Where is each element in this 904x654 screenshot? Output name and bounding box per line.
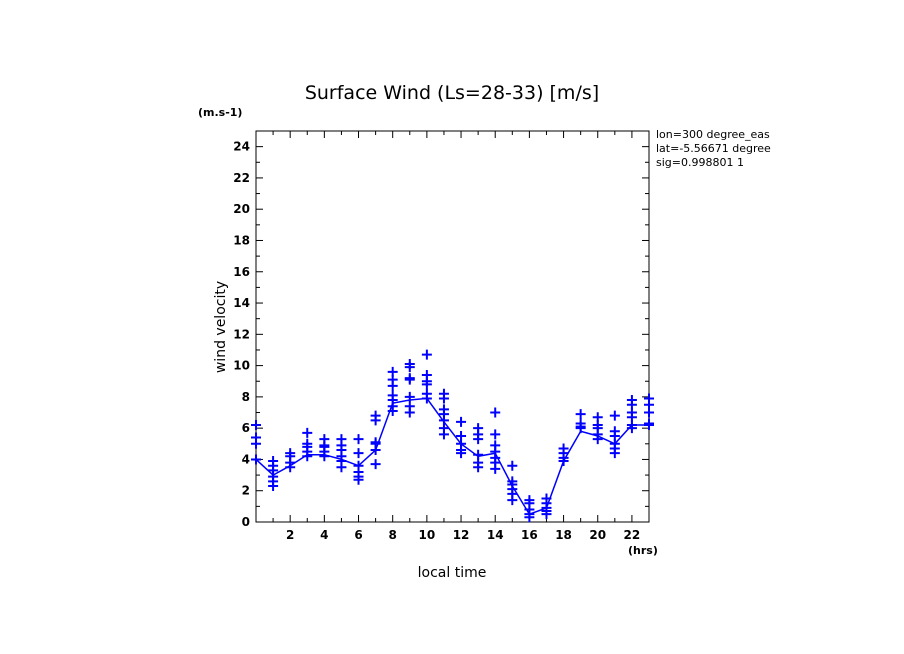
data-point-marker [421, 393, 432, 404]
y-tick-label: 8 [242, 390, 250, 404]
data-point-marker [404, 374, 415, 385]
annotation-block: lon=300 degree_eas lat=-5.56671 degree s… [656, 128, 771, 169]
y-tick-label: 6 [242, 421, 250, 435]
data-point-marker [473, 434, 484, 445]
data-point-marker [404, 391, 415, 402]
x-tick-label: 10 [419, 528, 436, 542]
data-point-marker [438, 393, 449, 404]
data-point-marker [644, 407, 654, 418]
data-point-marker [438, 429, 449, 440]
data-point-marker [575, 409, 586, 420]
data-point-marker [370, 459, 381, 470]
x-tick-label: 4 [320, 528, 328, 542]
x-tick-label: 8 [389, 528, 397, 542]
y-tick-label: 16 [233, 265, 250, 279]
y-tick-label: 10 [233, 359, 250, 373]
data-point-marker [319, 451, 330, 462]
data-point-marker [490, 407, 501, 418]
x-tick-label: 14 [487, 528, 504, 542]
annotation-lon: lon=300 degree_eas [656, 128, 770, 141]
y-axis-label: wind velocity [213, 281, 229, 373]
data-point-marker [558, 456, 569, 467]
y-tick-label: 22 [233, 171, 250, 185]
data-point-marker [592, 434, 603, 445]
data-point-marker [285, 462, 296, 473]
data-point-marker [370, 415, 381, 426]
data-point-marker [302, 427, 313, 438]
data-point-marker [404, 362, 415, 373]
data-point-marker [575, 423, 586, 434]
y-tick-label: 0 [242, 515, 250, 529]
data-point-marker [524, 512, 535, 523]
data-point-marker [507, 495, 518, 506]
x-tick-label: 18 [555, 528, 572, 542]
annotation-sig: sig=0.998801 1 [656, 156, 744, 169]
y-tick-label: 14 [233, 296, 250, 310]
data-point-marker [387, 380, 398, 391]
data-point-marker [353, 448, 364, 459]
data-point-marker [456, 416, 467, 427]
data-point-marker [251, 454, 261, 465]
data-point-marker [626, 423, 637, 434]
data-point-marker [609, 410, 620, 421]
plot-frame [255, 130, 650, 523]
data-point-marker [387, 405, 398, 416]
data-point-marker [541, 509, 552, 520]
data-point-marker [251, 420, 261, 431]
y-tick-label: 24 [233, 140, 250, 154]
data-point-marker [507, 460, 518, 471]
data-point-marker [490, 463, 501, 474]
y-tick-label: 2 [242, 484, 250, 498]
x-unit-label: (hrs) [628, 544, 658, 557]
x-axis-label: local time [418, 565, 487, 581]
x-tick-label: 6 [354, 528, 362, 542]
data-point-marker [456, 448, 467, 459]
y-tick-label: 18 [233, 233, 250, 247]
data-point-marker [421, 379, 432, 390]
series-line [255, 397, 649, 516]
y-tick-label: 12 [233, 327, 250, 341]
data-point-marker [251, 438, 261, 449]
x-tick-label: 16 [521, 528, 538, 542]
data-point-marker [353, 434, 364, 445]
x-tick-label: 22 [624, 528, 641, 542]
data-point-marker [302, 451, 313, 462]
data-point-marker [404, 407, 415, 418]
y-unit-label: (m.s-1) [198, 106, 242, 119]
data-point-marker [336, 462, 347, 473]
data-point-marker [609, 448, 620, 459]
chart-title: Surface Wind (Ls=28-33) [m/s] [305, 82, 599, 104]
y-tick-label: 20 [233, 202, 250, 216]
y-tick-label: 4 [242, 452, 250, 466]
x-tick-label: 20 [589, 528, 606, 542]
data-point-marker [353, 474, 364, 485]
data-point-marker [490, 429, 501, 440]
data-point-marker [370, 445, 381, 456]
x-tick-label: 2 [286, 528, 294, 542]
annotation-lat: lat=-5.56671 degree [656, 142, 771, 155]
data-point-marker [421, 349, 432, 360]
data-point-marker [644, 420, 654, 431]
data-point-marker [268, 481, 279, 492]
x-tick-label: 12 [453, 528, 470, 542]
data-point-marker [473, 462, 484, 473]
